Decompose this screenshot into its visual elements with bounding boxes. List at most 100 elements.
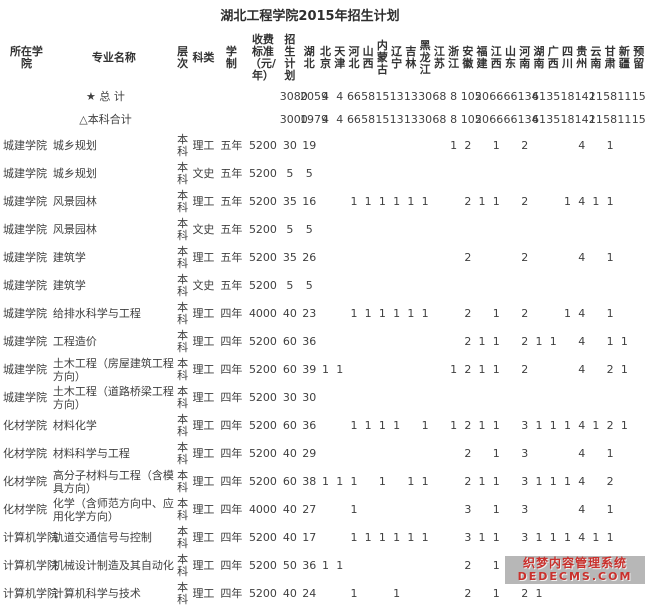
cell-province-value bbox=[318, 496, 332, 524]
cell-province-value bbox=[418, 552, 432, 580]
cell-province-value: 1 bbox=[407, 194, 415, 208]
cell-level: 本科 bbox=[175, 356, 190, 384]
summary-province-value: 11 bbox=[588, 113, 603, 127]
cell-province-value bbox=[546, 160, 560, 188]
cell-fee: 5200 bbox=[248, 194, 277, 208]
cell-province-value: 39 bbox=[302, 362, 317, 376]
cell-province-value bbox=[333, 272, 347, 300]
cell-province-value: 19 bbox=[302, 138, 317, 152]
cell-plan: 40 bbox=[282, 306, 297, 320]
cell-province-value bbox=[503, 244, 517, 272]
cell-province-value: 2 bbox=[464, 334, 472, 348]
cell-level-text: 本科 bbox=[177, 524, 189, 550]
cell-province-value bbox=[432, 440, 446, 468]
summary-province-value: 11 bbox=[617, 90, 632, 104]
cell-province-value bbox=[461, 384, 475, 412]
cell-level: 本科 bbox=[175, 132, 190, 160]
cell-level: 本科 bbox=[175, 524, 190, 552]
summary-province-value: 4 bbox=[336, 113, 344, 127]
cell-college: 化材学院 bbox=[3, 418, 47, 432]
cell-province-value bbox=[318, 160, 332, 188]
cell-level: 本科 bbox=[175, 384, 190, 412]
table-row: 计算机学院机械设计制造及其自动化本科理工四年52005036112121141 bbox=[0, 552, 646, 580]
cell-province-value bbox=[347, 216, 361, 244]
cell-province-value: 1 bbox=[563, 530, 571, 544]
cell-province-value bbox=[404, 440, 418, 468]
summary-province-value: 66 bbox=[346, 90, 361, 104]
cell-province-value bbox=[333, 580, 347, 608]
cell-fee: 4000 bbox=[248, 306, 277, 320]
cell-province-value bbox=[390, 552, 404, 580]
province-label: 辽宁 bbox=[391, 44, 403, 70]
cell-province-value: 2 bbox=[521, 334, 529, 348]
cell-subject: 理工 bbox=[192, 306, 215, 320]
cell-province-value bbox=[361, 328, 375, 356]
cell-subject: 理工 bbox=[192, 362, 215, 376]
cell-duration: 五年 bbox=[220, 250, 243, 264]
cell-province-value bbox=[347, 160, 361, 188]
cell-province-value bbox=[617, 132, 631, 160]
cell-plan: 60 bbox=[282, 474, 297, 488]
cell-province-value: 1 bbox=[492, 138, 500, 152]
cell-province-value: 4 bbox=[578, 334, 586, 348]
cell-level-text: 本科 bbox=[177, 440, 189, 466]
summary-province-value: 30 bbox=[418, 90, 433, 104]
cell-plan: 40 bbox=[282, 530, 297, 544]
cell-fee: 5200 bbox=[248, 278, 277, 292]
cell-province-value bbox=[489, 272, 503, 300]
cell-province-value bbox=[589, 272, 603, 300]
cell-province-value bbox=[617, 524, 631, 552]
cell-province-value bbox=[617, 300, 631, 328]
table-row: 城建学院 建筑学 本科 文史 五年 5200 5 5 bbox=[0, 272, 646, 300]
summary-province-value: 8 bbox=[450, 90, 458, 104]
cell-major: 计算机科学与技术 bbox=[52, 587, 141, 601]
cell-province-value bbox=[446, 580, 460, 608]
cell-subject: 理工 bbox=[192, 334, 215, 348]
cell-province-value: 1 bbox=[492, 502, 500, 516]
cell-province-value: 1 bbox=[549, 418, 557, 432]
cell-province-value: 1 bbox=[606, 446, 614, 460]
cell-province-value: 1 bbox=[407, 474, 415, 488]
cell-province-value bbox=[503, 412, 517, 440]
cell-province-value: 3 bbox=[464, 530, 472, 544]
cell-province-value: 1 bbox=[350, 586, 358, 600]
col-header-college: 所在学院 bbox=[0, 30, 53, 86]
cell-province-value: 1 bbox=[421, 530, 429, 544]
col-header-province-0: 湖北 bbox=[300, 30, 318, 86]
cell-province-value bbox=[617, 160, 631, 188]
cell-province-value bbox=[560, 216, 574, 244]
cell-province-value bbox=[603, 216, 617, 244]
cell-province-value bbox=[532, 188, 546, 216]
cell-province-value bbox=[404, 244, 418, 272]
cell-province-value bbox=[418, 216, 432, 244]
cell-province-value bbox=[546, 132, 560, 160]
cell-level: 本科 bbox=[175, 188, 190, 216]
cell-province-value bbox=[446, 300, 460, 328]
cell-fee: 5200 bbox=[248, 530, 277, 544]
col-header-province-4: 山西 bbox=[361, 30, 375, 86]
table-row: 计算机学院 轨道交通信号与控制 本科 理工 四年 5200 40 17 1 1 1 1 1 1 3 1 1 3 1 1… bbox=[0, 524, 646, 552]
cell-province-value bbox=[432, 412, 446, 440]
cell-province-value: 1 bbox=[421, 418, 429, 432]
summary-province-value: 142 bbox=[574, 113, 596, 127]
cell-province-value bbox=[632, 468, 646, 496]
cell-province-value: 1 bbox=[321, 362, 329, 376]
col-header-fee: 收费标准（元/年） bbox=[246, 30, 280, 86]
cell-province-value: 1 bbox=[336, 474, 344, 488]
cell-province-value bbox=[475, 496, 489, 524]
province-label: 湖北 bbox=[303, 44, 315, 70]
cell-fee: 5200 bbox=[248, 390, 277, 404]
cell-province-value: 2 bbox=[521, 306, 529, 320]
table-row: 计算机学院 计算机科学与技术 本科 理工 四年 5200 40 24 1 1 2 1 2 1 bbox=[0, 580, 646, 608]
col-header-province-20: 云南 bbox=[589, 30, 603, 86]
summary-province-value: 18 bbox=[560, 90, 575, 104]
cell-province-value bbox=[575, 216, 589, 244]
cell-province-value bbox=[446, 524, 460, 552]
cell-duration: 五年 bbox=[220, 166, 243, 180]
cell-province-value: 1 bbox=[421, 474, 429, 488]
cell-province-value: 1 bbox=[492, 418, 500, 432]
col-header-subject-label: 科类 bbox=[192, 50, 215, 64]
cell-province-value: 1 bbox=[549, 530, 557, 544]
cell-province-value bbox=[475, 440, 489, 468]
cell-province-value: 1 bbox=[492, 306, 500, 320]
